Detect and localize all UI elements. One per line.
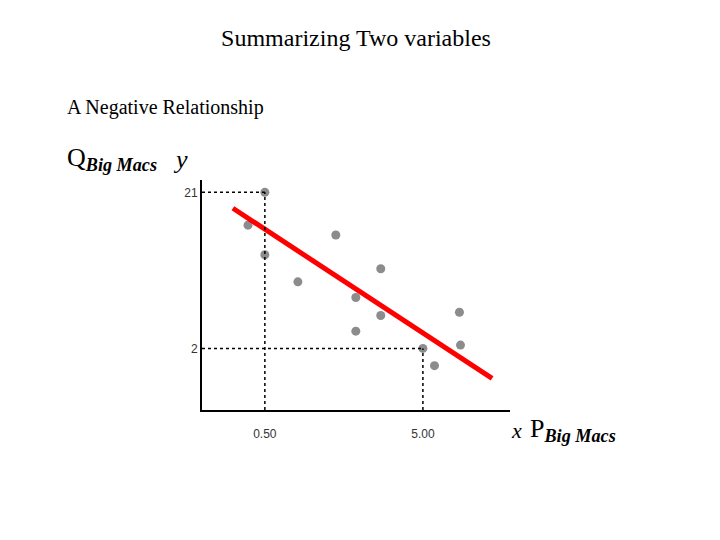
svg-text:Summarizing Two variables: Summarizing Two variables bbox=[221, 25, 491, 51]
svg-text:5.00: 5.00 bbox=[411, 427, 435, 441]
svg-text:A Negative Relationship: A Negative Relationship bbox=[67, 96, 264, 119]
svg-text:y: y bbox=[173, 145, 188, 174]
svg-text:2: 2 bbox=[191, 342, 198, 356]
svg-text:21: 21 bbox=[184, 186, 198, 200]
svg-text:Q​Big Macs​: Q​Big Macs​ bbox=[67, 143, 157, 175]
svg-text:x: x bbox=[511, 418, 522, 443]
svg-text:0.50: 0.50 bbox=[253, 427, 277, 441]
svg-text:P​Big Macs​: P​Big Macs​ bbox=[530, 414, 616, 446]
